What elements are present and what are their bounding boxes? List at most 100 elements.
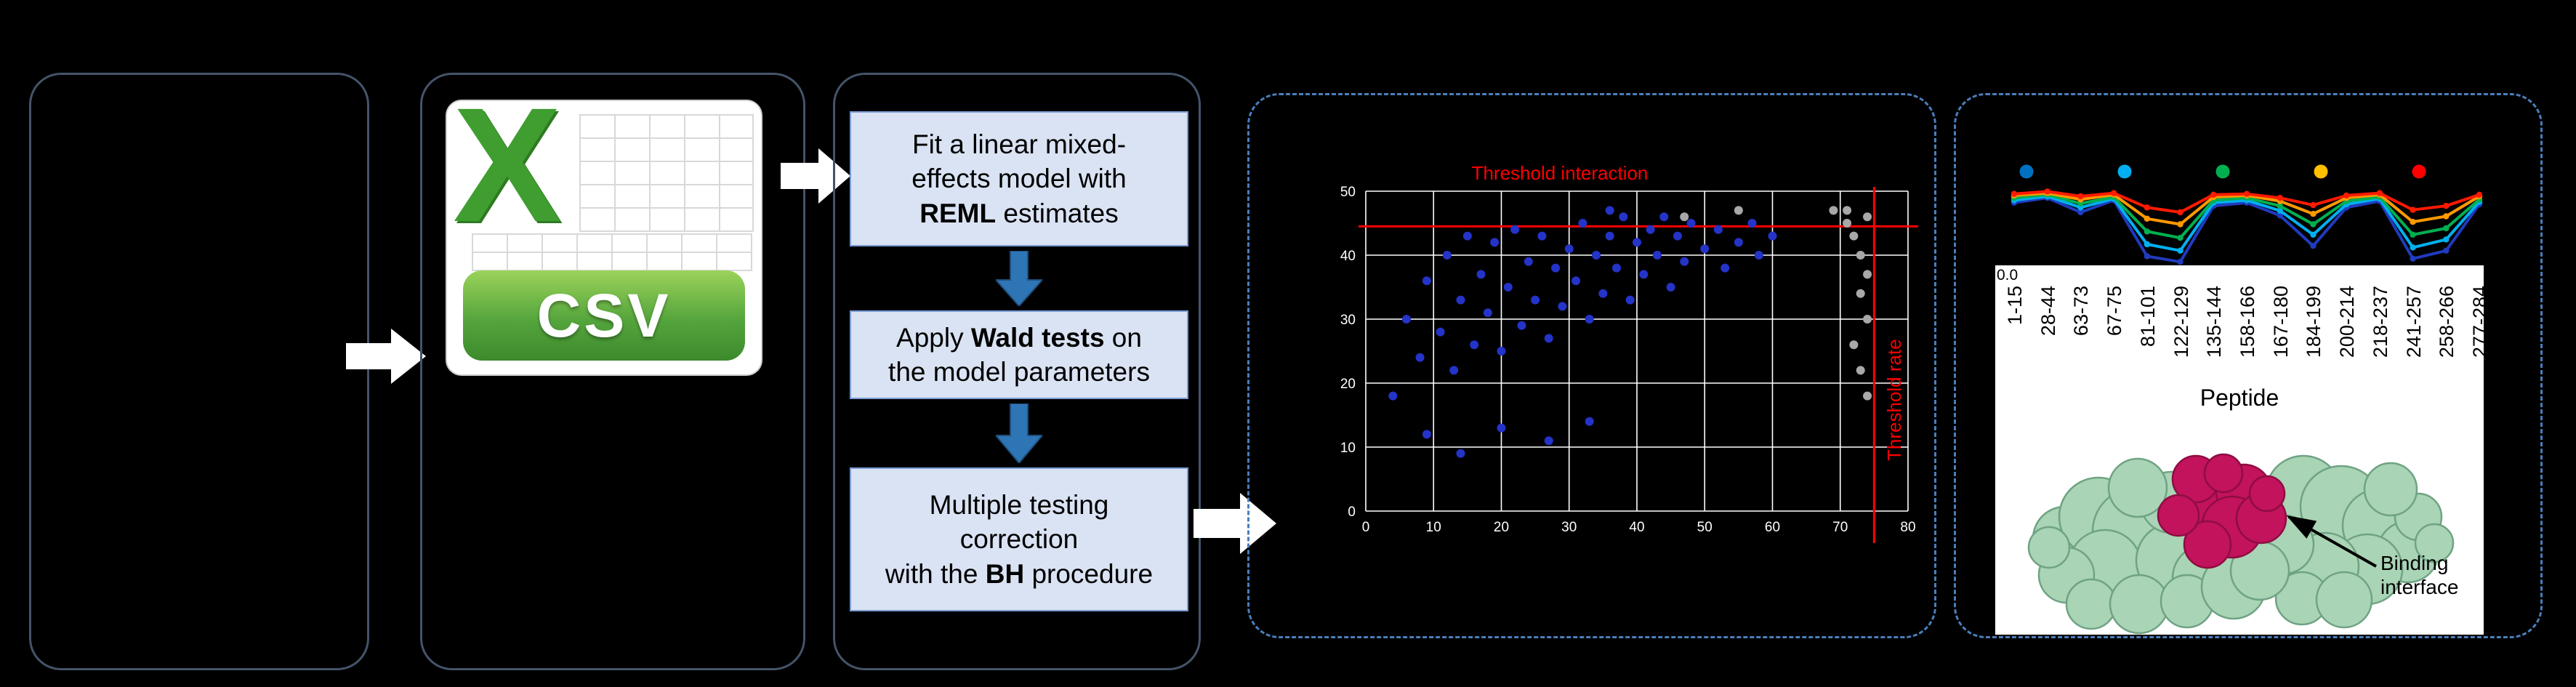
scatter-point: [1768, 231, 1777, 241]
scatter-point: [1449, 366, 1459, 375]
legend-dot-icon: [2215, 164, 2230, 179]
uptake-point: [2310, 243, 2317, 249]
scatter-point: [1476, 270, 1486, 279]
scatter-point: [1829, 206, 1838, 215]
arrow-down-icon: [996, 403, 1042, 463]
scatter-point: [1680, 257, 1689, 266]
uptake-point: [2410, 231, 2416, 238]
scatter-point: [1843, 206, 1852, 215]
threshold-interaction-label: Threshold interaction: [1471, 162, 1649, 184]
scatter-point: [1666, 283, 1675, 292]
scatter-plot: 0 10 20 30 40 50 60 70 80 0 10 20 30 40 50: [1340, 185, 1918, 543]
scatter-point: [1422, 430, 1431, 439]
scatter-point: [1442, 251, 1452, 260]
scatter-point: [1720, 263, 1730, 273]
uptake-point: [2277, 207, 2283, 214]
uptake-point: [2144, 253, 2151, 260]
scatter-point: [1503, 283, 1513, 292]
x-tick-label: 30: [1561, 520, 1577, 535]
scatter-point: [1578, 219, 1587, 228]
scatter-point: [1537, 231, 1547, 241]
step-text-segment: estimates: [996, 198, 1119, 228]
scatter-point: [1585, 315, 1594, 324]
scatter-point: [1422, 276, 1431, 286]
y-tick-label: 40: [1340, 249, 1356, 264]
protein-binding-interface-region: [2157, 453, 2287, 569]
y-tick-label: 50: [1340, 185, 1356, 200]
scatter-point: [1612, 263, 1622, 273]
scatter-point: [1401, 315, 1411, 324]
uptake-point: [2243, 190, 2250, 197]
scatter-point: [1700, 244, 1710, 254]
scatter-point: [1585, 417, 1594, 426]
scatter-point: [1490, 238, 1500, 247]
scatter-point: [1497, 347, 1506, 355]
x-tick-label: 10: [1426, 520, 1441, 535]
uptake-point: [2410, 255, 2416, 262]
x-tick-label: 50: [1697, 520, 1712, 535]
step-text-segment: Fit a linear mixed- effects model with: [911, 129, 1127, 194]
x-tick-label: 70: [1832, 520, 1848, 535]
axis-tick-labels: 0 10 20 30 40 50 60 70 80 0 10 20 30 40 50: [1340, 185, 1916, 535]
scatter-point: [1625, 295, 1635, 305]
uptake-point: [2443, 236, 2450, 243]
scatter-point: [1462, 231, 1472, 241]
scatter-point: [1754, 251, 1763, 260]
scatter-point: [1497, 423, 1506, 433]
uptake-point: [2144, 241, 2151, 248]
scatter-point: [1531, 295, 1540, 305]
scatter-point: [1619, 212, 1628, 222]
threshold-rate-label: Threshold rate: [1883, 339, 1905, 461]
step-text-segment: Multiple testing correction with the: [885, 489, 1109, 589]
scatter-point: [1470, 340, 1479, 350]
scatter-point: [1517, 321, 1526, 330]
legend-dot-icon: [2314, 164, 2328, 179]
uptake-point: [2177, 235, 2183, 241]
legend-dot-icon: [2117, 164, 2132, 179]
scatter-point: [1456, 295, 1465, 305]
scatter-point: [1639, 270, 1649, 279]
scatter-point: [1863, 391, 1872, 401]
scatter-point: [1510, 225, 1520, 234]
scatter-point: [1734, 206, 1743, 215]
uptake-point: [2144, 228, 2151, 235]
uptake-point: [2443, 213, 2450, 220]
scatter-point: [1592, 251, 1601, 260]
uptake-point: [2177, 221, 2183, 228]
scatter-point: [1605, 231, 1614, 241]
x-tick-label: 20: [1494, 520, 1509, 535]
uptake-point: [2476, 191, 2483, 198]
arrow-down-icon: [996, 251, 1042, 306]
uptake-point: [2044, 188, 2050, 195]
uptake-point: [2310, 201, 2317, 209]
scatter-point: [1633, 238, 1641, 247]
scatter-point: [1598, 289, 1608, 298]
scatter-point: [1605, 206, 1614, 215]
peptide-axis-title: Peptide: [2199, 385, 2279, 411]
uptake-point: [2144, 215, 2151, 222]
time-legend-dots: [2019, 164, 2426, 179]
legend-dot-icon: [2019, 164, 2034, 179]
x-tick-label: 60: [1765, 520, 1780, 535]
scatter-point: [1564, 244, 1574, 254]
step-multiple-testing: Multiple testing correction with the BH …: [850, 467, 1188, 611]
scatter-point: [1843, 219, 1852, 228]
scatter-point: [1863, 212, 1872, 222]
scatter-point: [1456, 449, 1465, 458]
uptake-point: [2310, 231, 2317, 238]
step-text-segment: procedure: [1024, 558, 1154, 589]
panel-csv-file: X CSV: [420, 73, 805, 670]
y-tick-label: 10: [1340, 441, 1356, 456]
scatter-point: [1483, 308, 1492, 318]
uptake-point: [2310, 221, 2317, 228]
scatter-point: [1659, 212, 1669, 222]
scatter-point: [1551, 263, 1561, 273]
scatter-point: [1673, 231, 1682, 241]
arrow-right-icon: [1194, 493, 1276, 554]
uptake-point: [2144, 204, 2151, 211]
scatter-series-non-significant-peptides: [1680, 206, 1872, 401]
excel-x-logo-icon: X: [453, 74, 562, 256]
spreadsheet-grid-icon: [579, 114, 754, 232]
uptake-point: [2077, 193, 2084, 200]
panel-scatter-plot: 0 10 20 30 40 50 60 70 80 0 10 20 30 40 50 Threshold i…: [1247, 93, 1936, 638]
